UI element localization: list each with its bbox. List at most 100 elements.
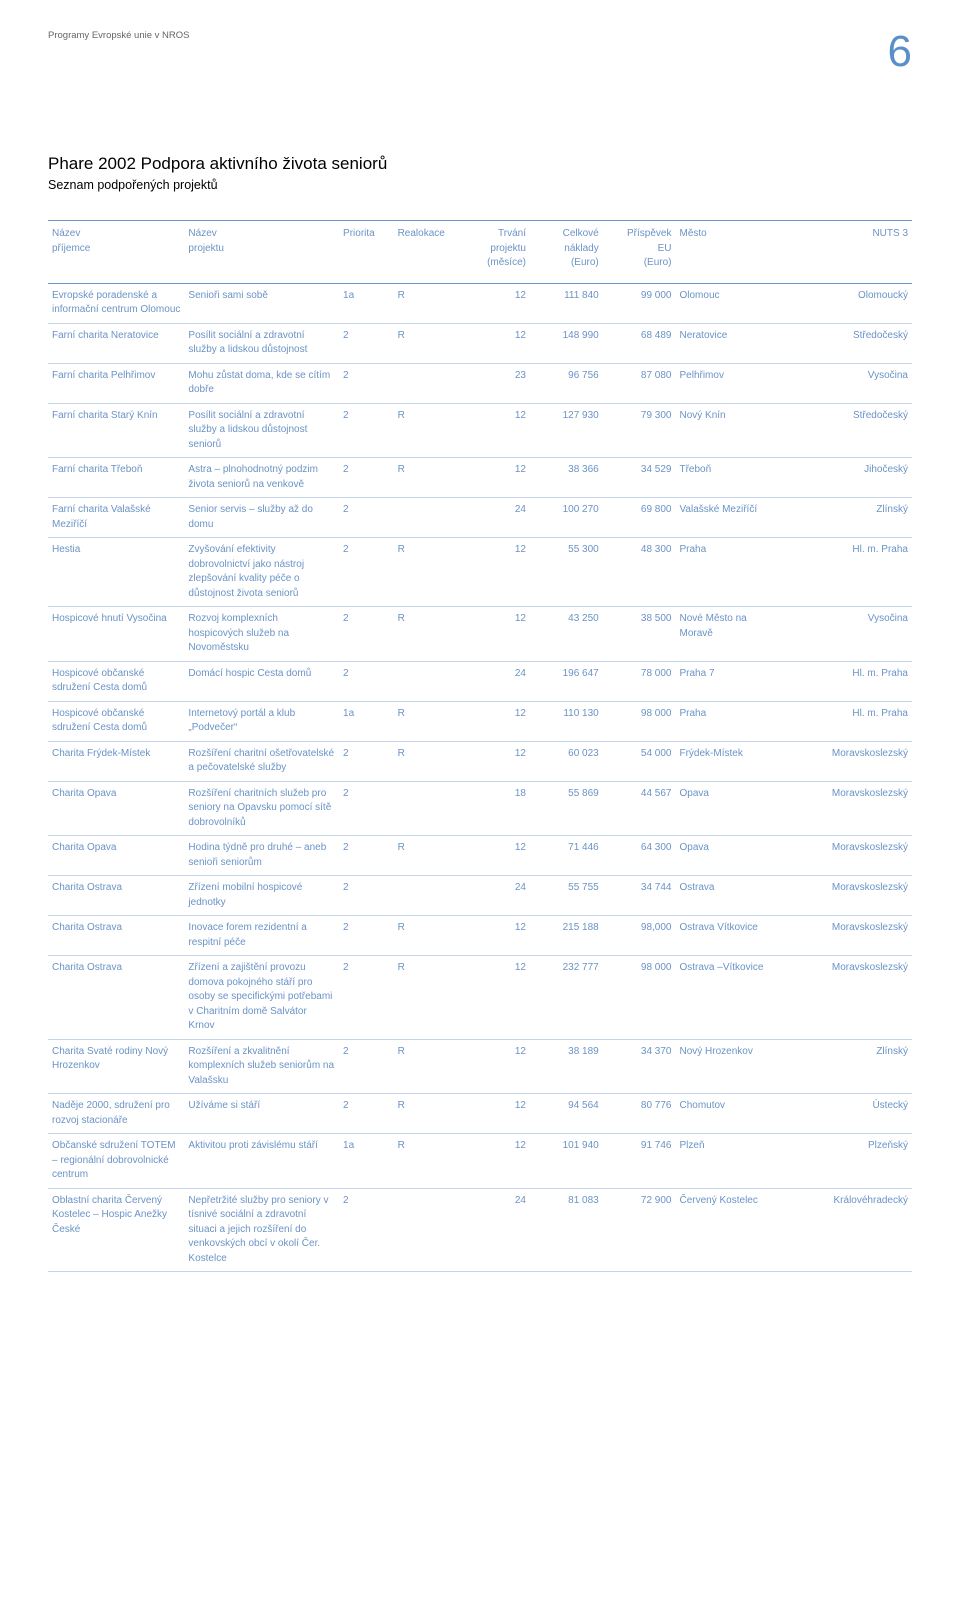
cell-total: 101 940 [530, 1134, 603, 1189]
table-row: Oblastní charita Červený Kostelec – Hosp… [48, 1188, 912, 1272]
cell-contrib: 80 776 [603, 1094, 676, 1134]
cell-project: Zřízení mobilní hospicové jednotky [184, 876, 339, 916]
cell-contrib: 34 370 [603, 1039, 676, 1094]
cell-project: Zvyšování efektivity dobrovolnictví jako… [184, 538, 339, 607]
cell-priority: 1a [339, 283, 394, 323]
cell-contrib: 44 567 [603, 781, 676, 836]
cell-realloc: R [394, 1094, 467, 1134]
cell-project: Astra – plnohodnotný podzim života senio… [184, 458, 339, 498]
cell-project: Inovace forem rezidentní a respitní péče [184, 916, 339, 956]
cell-duration: 23 [466, 363, 530, 403]
cell-contrib: 38 500 [603, 607, 676, 662]
cell-realloc: R [394, 1134, 467, 1189]
table-row: Farní charita TřeboňAstra – plnohodnotný… [48, 458, 912, 498]
cell-city: Olomouc [675, 283, 784, 323]
cell-project: Hodina týdně pro druhé – aneb senioři se… [184, 836, 339, 876]
cell-city: Opava [675, 781, 784, 836]
column-header-city: Město [675, 221, 784, 284]
cell-nuts: Olomoucký [785, 283, 912, 323]
cell-realloc: R [394, 1039, 467, 1094]
cell-total: 96 756 [530, 363, 603, 403]
cell-city: Ostrava [675, 876, 784, 916]
cell-nuts: Hl. m. Praha [785, 538, 912, 607]
table-row: HestiaZvyšování efektivity dobrovolnictv… [48, 538, 912, 607]
cell-recipient: Občanské sdružení TOTEM – regionální dob… [48, 1134, 184, 1189]
cell-duration: 12 [466, 956, 530, 1040]
cell-priority: 2 [339, 1039, 394, 1094]
cell-duration: 12 [466, 1094, 530, 1134]
table-row: Farní charita NeratovicePosílit sociální… [48, 323, 912, 363]
cell-contrib: 98,000 [603, 916, 676, 956]
cell-nuts: Ústecký [785, 1094, 912, 1134]
cell-project: Mohu zůstat doma, kde se cítím dobře [184, 363, 339, 403]
cell-city: Ostrava –Vítkovice [675, 956, 784, 1040]
cell-total: 60 023 [530, 741, 603, 781]
cell-duration: 18 [466, 781, 530, 836]
cell-contrib: 98 000 [603, 701, 676, 741]
cell-priority: 2 [339, 956, 394, 1040]
cell-city: Červený Kostelec [675, 1188, 784, 1272]
cell-nuts: Moravskoslezský [785, 916, 912, 956]
cell-city: Třeboň [675, 458, 784, 498]
cell-total: 43 250 [530, 607, 603, 662]
cell-duration: 12 [466, 607, 530, 662]
cell-total: 38 189 [530, 1039, 603, 1094]
cell-total: 100 270 [530, 498, 603, 538]
cell-priority: 2 [339, 498, 394, 538]
cell-nuts: Moravskoslezský [785, 741, 912, 781]
cell-recipient: Charita Frýdek-Místek [48, 741, 184, 781]
cell-city: Nové Město na Moravě [675, 607, 784, 662]
cell-nuts: Moravskoslezský [785, 781, 912, 836]
cell-duration: 12 [466, 1134, 530, 1189]
cell-duration: 12 [466, 836, 530, 876]
cell-project: Užíváme si stáří [184, 1094, 339, 1134]
cell-priority: 1a [339, 701, 394, 741]
cell-realloc: R [394, 956, 467, 1040]
cell-contrib: 79 300 [603, 403, 676, 458]
cell-duration: 24 [466, 1188, 530, 1272]
cell-total: 148 990 [530, 323, 603, 363]
column-header-project: Názevprojektu [184, 221, 339, 284]
cell-nuts: Středočeský [785, 403, 912, 458]
cell-nuts: Moravskoslezský [785, 956, 912, 1040]
cell-nuts: Vysočina [785, 363, 912, 403]
cell-total: 55 755 [530, 876, 603, 916]
cell-contrib: 91 746 [603, 1134, 676, 1189]
table-row: Charita OpavaRozšíření charitních služeb… [48, 781, 912, 836]
cell-contrib: 34 744 [603, 876, 676, 916]
cell-city: Chomutov [675, 1094, 784, 1134]
cell-realloc [394, 661, 467, 701]
cell-realloc: R [394, 701, 467, 741]
cell-project: Domácí hospic Cesta domů [184, 661, 339, 701]
cell-project: Aktivitou proti závislému stáří [184, 1134, 339, 1189]
cell-priority: 2 [339, 458, 394, 498]
document-subtitle: Seznam podpořených projektů [48, 178, 912, 192]
cell-total: 215 188 [530, 916, 603, 956]
cell-recipient: Hestia [48, 538, 184, 607]
cell-total: 81 083 [530, 1188, 603, 1272]
cell-duration: 12 [466, 741, 530, 781]
cell-recipient: Farní charita Pelhřimov [48, 363, 184, 403]
cell-priority: 2 [339, 836, 394, 876]
page-header: Programy Evropské unie v NROS 6 [48, 30, 912, 74]
cell-recipient: Charita Opava [48, 781, 184, 836]
cell-total: 55 300 [530, 538, 603, 607]
column-header-priority: Priorita [339, 221, 394, 284]
table-row: Občanské sdružení TOTEM – regionální dob… [48, 1134, 912, 1189]
cell-contrib: 54 000 [603, 741, 676, 781]
cell-nuts: Vysočina [785, 607, 912, 662]
cell-project: Rozšíření charitní ošetřovatelské a pečo… [184, 741, 339, 781]
cell-project: Internetový portál a klub „Podvečer“ [184, 701, 339, 741]
cell-priority: 1a [339, 1134, 394, 1189]
cell-recipient: Farní charita Valašské Meziříčí [48, 498, 184, 538]
cell-priority: 2 [339, 403, 394, 458]
cell-contrib: 98 000 [603, 956, 676, 1040]
cell-priority: 2 [339, 363, 394, 403]
cell-duration: 24 [466, 876, 530, 916]
table-row: Charita OpavaHodina týdně pro druhé – an… [48, 836, 912, 876]
cell-priority: 2 [339, 781, 394, 836]
cell-city: Nový Hrozenkov [675, 1039, 784, 1094]
cell-priority: 2 [339, 876, 394, 916]
column-header-nuts: NUTS 3 [785, 221, 912, 284]
column-header-realloc: Realokace [394, 221, 467, 284]
